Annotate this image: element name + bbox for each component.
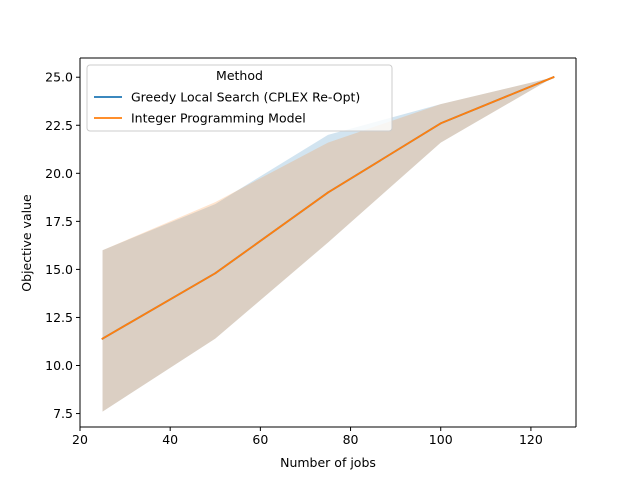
legend: Method Greedy Local Search (CPLEX Re-Opt)… [86, 64, 393, 132]
integer-programming-model-point [439, 122, 442, 125]
y-tick-label: 17.5 [45, 214, 73, 229]
ticks: 20 40 60 80 100 120 7.5 10.0 12.5 15.0 17.5 20.0 22.… [45, 70, 543, 447]
x-tick-label: 20 [72, 432, 88, 447]
integer-programming-model-point [552, 76, 555, 79]
integer-programming-model-point [214, 272, 217, 275]
y-tick-label: 22.5 [45, 118, 73, 133]
integer-programming-model-point [327, 191, 329, 194]
y-axis-label: Objective value [19, 194, 34, 292]
x-tick-label: 100 [429, 432, 453, 447]
y-tick-label: 12.5 [45, 310, 73, 325]
greedy-local-search-cplex-re-opt-band [102, 77, 554, 412]
series-lines [101, 76, 555, 340]
integer-programming-model-point [101, 337, 104, 340]
x-tick-label: 80 [343, 432, 359, 447]
greedy-local-search-cplex-re-opt-legend-label: Greedy Local Search (CPLEX Re-Opt) [131, 90, 360, 105]
y-tick-label: 20.0 [45, 166, 73, 181]
y-tick-label: 7.5 [53, 406, 73, 421]
x-tick-label: 60 [252, 432, 268, 447]
y-tick-label: 15.0 [45, 262, 73, 277]
y-tick-label: 10.0 [45, 358, 73, 373]
legend-title: Method [216, 68, 263, 83]
integer-programming-model-legend-label: Integer Programming Model [131, 111, 306, 126]
confidence-bands [102, 77, 554, 412]
legend-box [86, 64, 393, 132]
y-tick-label: 25.0 [45, 70, 73, 85]
x-tick-label: 40 [162, 432, 178, 447]
x-axis-label: Number of jobs [280, 455, 376, 470]
integer-programming-model-band [102, 77, 554, 412]
x-tick-label: 120 [519, 432, 543, 447]
